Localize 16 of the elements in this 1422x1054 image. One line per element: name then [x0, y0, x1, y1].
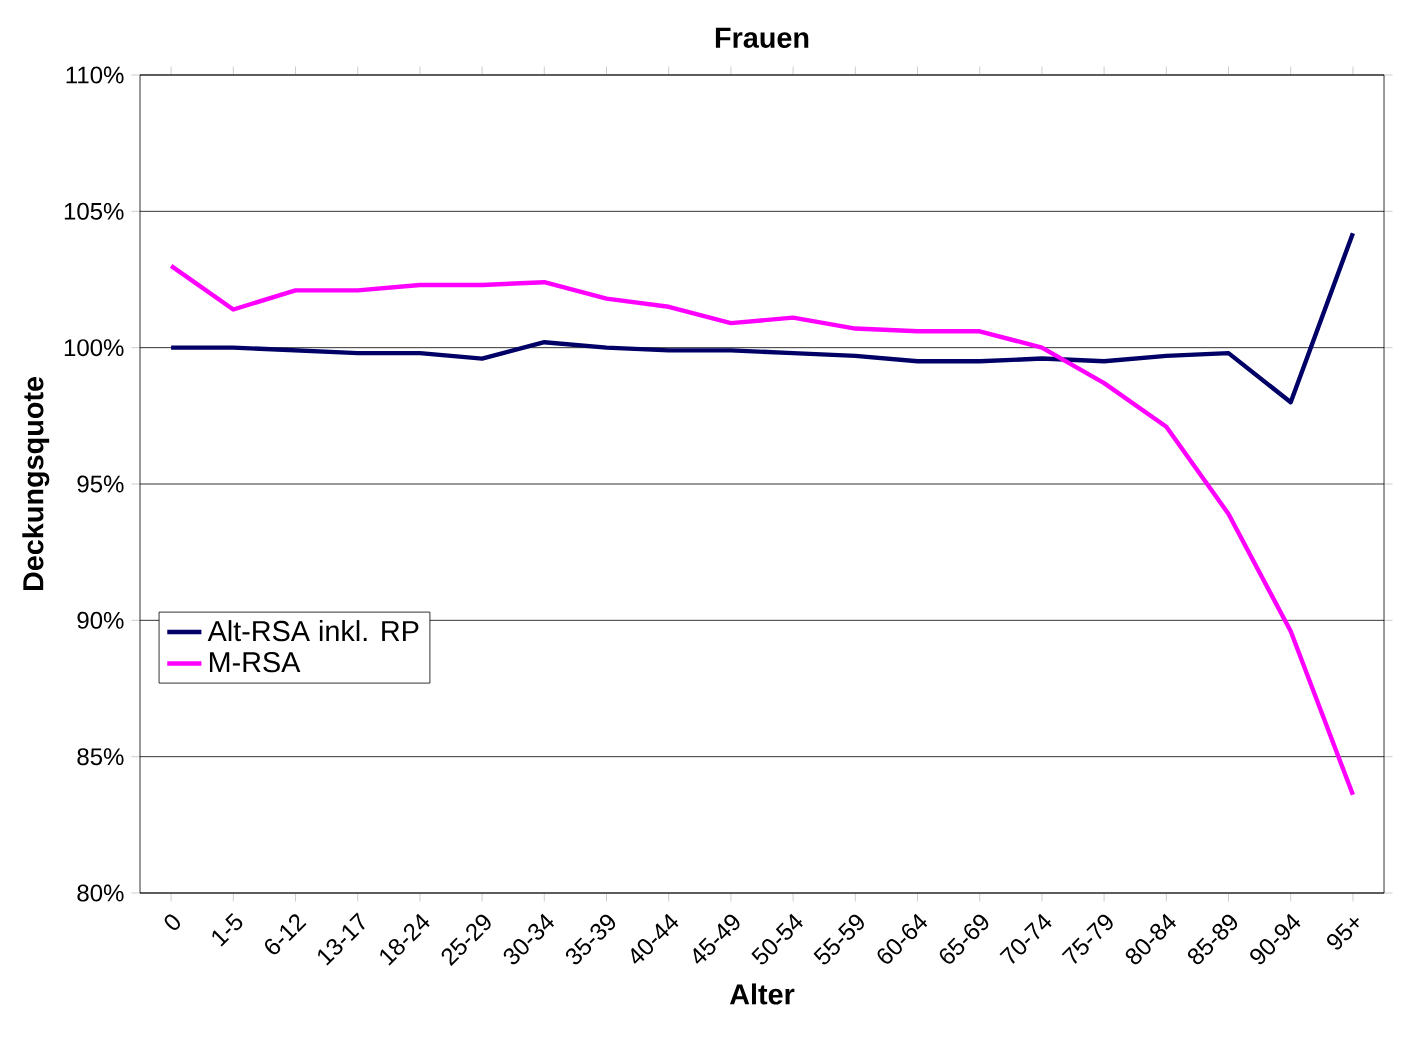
y-tick-label: 105%	[64, 202, 124, 220]
y-tick-label: 110%	[66, 66, 124, 84]
legend-label: Alt-RSA inkl. RP	[207, 620, 419, 642]
x-tick-label: 1-5	[212, 912, 243, 947]
x-tick-label: 0	[164, 914, 180, 930]
y-tick-label: 100%	[64, 339, 124, 357]
y-axis-title: Deckungsquote	[22, 376, 50, 591]
y-tick-label: 90%	[77, 611, 124, 629]
legend-label: M-RSA	[209, 651, 301, 673]
y-tick-label: 85%	[77, 748, 124, 766]
y-tick-label: 95%	[77, 475, 124, 493]
x-tick-label: 95+	[1327, 917, 1359, 950]
chart-title: Frauen	[715, 27, 809, 48]
x-axis-title: Alter	[729, 983, 795, 1005]
y-tick-label: 80%	[77, 884, 124, 902]
line-series	[168, 263, 1356, 798]
